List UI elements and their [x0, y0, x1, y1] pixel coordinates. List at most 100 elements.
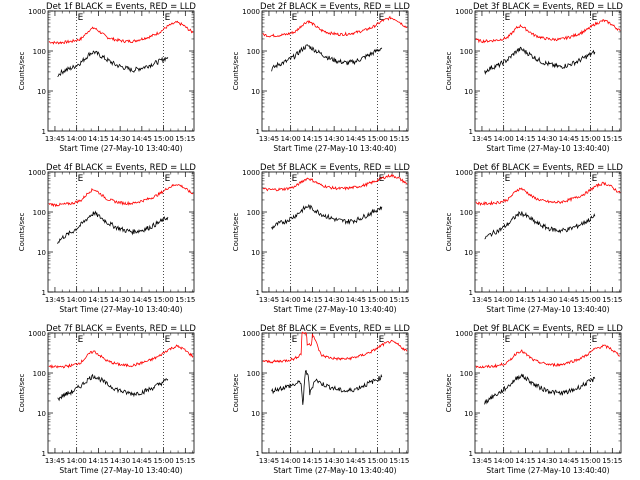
x-tick-label: 14:15	[302, 296, 322, 304]
panel-title: Det 5f BLACK = Events, RED = LLD	[260, 163, 410, 173]
lld-series-line	[475, 19, 621, 44]
x-tick-label: 15:00	[153, 457, 173, 465]
event-marker-label: E	[165, 335, 171, 345]
x-tick-label: 13:45	[472, 135, 492, 143]
y-tick-label: 100	[247, 48, 260, 56]
x-tick-label: 14:00	[494, 457, 514, 465]
y-tick-label: 1000	[455, 330, 473, 338]
x-tick-label: 13:45	[472, 457, 492, 465]
x-tick-label: 15:00	[367, 135, 387, 143]
y-tick-label: 1	[256, 128, 260, 136]
event-marker-label: E	[165, 174, 171, 184]
panel-title: Det 4f BLACK = Events, RED = LLD	[46, 163, 196, 173]
lld-series-line	[48, 20, 194, 45]
y-tick-label: 1000	[455, 169, 473, 177]
y-axis-label: Counts/sec	[445, 374, 453, 413]
y-tick-label: 1	[469, 289, 473, 297]
y-tick-label: 10	[37, 88, 46, 96]
event-marker-label: E	[78, 13, 84, 23]
lld-series-line	[475, 344, 621, 369]
event-marker-label: E	[292, 174, 298, 184]
panel-det-5: Det 5f BLACK = Events, RED = LLD 1 10 100 10…	[232, 163, 410, 314]
x-tick-label: 13:45	[45, 457, 65, 465]
x-tick-label: 13:45	[45, 296, 65, 304]
lld-series-line	[262, 15, 408, 38]
y-tick-label: 1	[469, 128, 473, 136]
x-tick-label: 15:00	[367, 296, 387, 304]
events-series-line	[484, 46, 596, 75]
y-tick-label: 100	[33, 370, 46, 378]
x-tick-label: 14:30	[110, 457, 130, 465]
x-tick-label: 14:45	[559, 135, 579, 143]
event-marker-label: E	[379, 13, 385, 23]
x-tick-label: 15:00	[367, 457, 387, 465]
x-tick-label: 14:15	[302, 457, 322, 465]
y-tick-label: 1	[42, 289, 46, 297]
x-axis-label: Start Time (27-May-10 13:40:40)	[59, 466, 182, 475]
panel-title: Det 1f BLACK = Events, RED = LLD	[46, 2, 196, 12]
lld-series-line	[262, 173, 408, 192]
x-tick-label: 14:30	[324, 296, 344, 304]
y-axis-label: Counts/sec	[232, 52, 240, 91]
x-tick-label: 14:45	[132, 457, 152, 465]
y-tick-label: 1	[42, 450, 46, 458]
x-tick-label: 15:00	[580, 296, 600, 304]
events-series-line	[57, 50, 169, 77]
lld-series-line	[262, 331, 408, 364]
plot-frame	[261, 10, 409, 132]
y-tick-label: 100	[460, 48, 473, 56]
event-marker-label: E	[505, 174, 511, 184]
x-tick-label: 15:00	[153, 296, 173, 304]
y-axis-label: Counts/sec	[445, 52, 453, 91]
plot-frame	[474, 171, 622, 293]
x-tick-label: 13:45	[472, 296, 492, 304]
panel-title: Det 7f BLACK = Events, RED = LLD	[46, 324, 196, 334]
y-tick-label: 10	[37, 249, 46, 257]
y-tick-label: 100	[460, 209, 473, 217]
plot-frame	[261, 332, 409, 454]
x-tick-label: 14:30	[110, 296, 130, 304]
x-tick-label: 15:00	[580, 457, 600, 465]
y-tick-label: 10	[251, 249, 260, 257]
plot-frame	[47, 332, 195, 454]
x-tick-label: 13:45	[45, 135, 65, 143]
y-tick-label: 1000	[28, 169, 46, 177]
x-tick-label: 15:00	[153, 135, 173, 143]
x-tick-label: 14:30	[537, 296, 557, 304]
plot-frame	[474, 10, 622, 132]
lld-series-line	[475, 181, 621, 206]
y-tick-label: 10	[251, 88, 260, 96]
y-axis-label: Counts/sec	[18, 374, 26, 413]
panel-det-9: Det 9f BLACK = Events, RED = LLD 1 10 100 10…	[445, 324, 623, 475]
y-axis-label: Counts/sec	[445, 213, 453, 252]
y-tick-label: 10	[464, 88, 473, 96]
x-tick-label: 14:00	[281, 457, 301, 465]
x-tick-label: 14:45	[346, 135, 366, 143]
y-tick-label: 10	[251, 410, 260, 418]
panel-det-6: Det 6f BLACK = Events, RED = LLD 1 10 100 10…	[445, 163, 623, 314]
x-tick-label: 14:30	[537, 135, 557, 143]
y-tick-label: 1000	[28, 330, 46, 338]
x-axis-label: Start Time (27-May-10 13:40:40)	[59, 144, 182, 153]
x-tick-label: 14:00	[67, 457, 87, 465]
events-series-line	[271, 44, 383, 72]
plot-frame	[261, 171, 409, 293]
y-tick-label: 10	[464, 410, 473, 418]
y-tick-label: 100	[460, 370, 473, 378]
y-tick-label: 1000	[455, 8, 473, 16]
event-marker-label: E	[292, 335, 298, 345]
x-tick-label: 14:45	[559, 457, 579, 465]
panel-det-7: Det 7f BLACK = Events, RED = LLD 1 10 100 10…	[18, 324, 196, 475]
y-tick-label: 1000	[242, 8, 260, 16]
panel-det-1: Det 1f BLACK = Events, RED = LLD 1 10 100 10…	[18, 2, 196, 153]
y-axis-label: Counts/sec	[18, 52, 26, 91]
panel-title: Det 3f BLACK = Events, RED = LLD	[473, 2, 623, 12]
x-tick-label: 15:15	[389, 457, 409, 465]
events-series-line	[57, 210, 169, 244]
x-tick-label: 15:00	[580, 135, 600, 143]
x-tick-label: 14:15	[515, 457, 535, 465]
y-tick-label: 10	[464, 249, 473, 257]
x-tick-label: 14:00	[494, 135, 514, 143]
y-axis-label: Counts/sec	[18, 213, 26, 252]
